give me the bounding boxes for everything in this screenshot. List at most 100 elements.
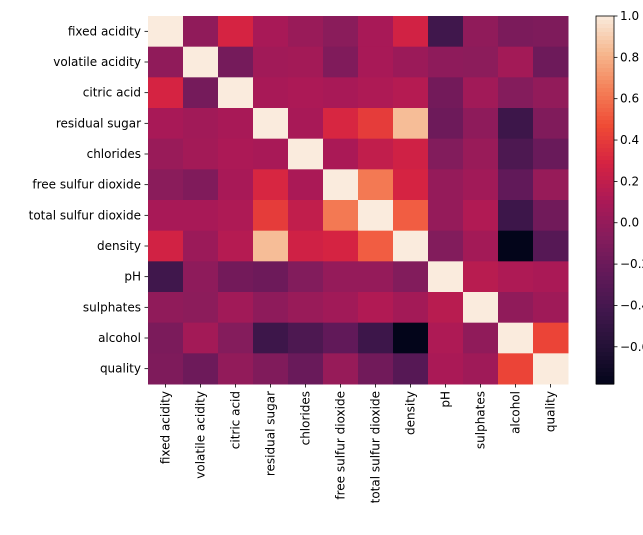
x-tick-label: density xyxy=(404,391,418,435)
colorbar-segment xyxy=(596,88,614,93)
colorbar-segment xyxy=(596,304,614,309)
heatmap-cell-sulphates-fixed-acidity xyxy=(148,292,184,324)
heatmap-cell-citric-acid-citric-acid xyxy=(218,77,254,109)
heatmap-cell-density-volatile-acidity xyxy=(183,230,219,262)
y-tick-label: density xyxy=(97,239,141,253)
heatmap-cell-sulphates-alcohol xyxy=(498,292,534,324)
colorbar-segment xyxy=(596,264,614,269)
heatmap-cell-alcohol-free-sulfur-dioxide xyxy=(323,322,359,354)
heatmap-cell-quality-free-sulfur-dioxide xyxy=(323,353,359,385)
heatmap-cell-total-sulfur-dioxide-quality xyxy=(533,200,569,232)
x-tick-label: volatile acidity xyxy=(194,391,208,479)
heatmap-cell-fixed-acidity-quality xyxy=(533,16,569,48)
colorbar-segment xyxy=(596,76,614,81)
colorbar-segment xyxy=(596,24,614,29)
colorbar-segment xyxy=(596,108,614,113)
heatmap-cell-chlorides-free-sulfur-dioxide xyxy=(323,138,359,170)
x-tick-label: pH xyxy=(439,391,453,408)
heatmap-cell-citric-acid-total-sulfur-dioxide xyxy=(358,77,394,109)
heatmap-cell-density-residual-sugar xyxy=(253,230,289,262)
colorbar-tick-label: −0.4 xyxy=(620,298,643,312)
heatmap-cell-alcohol-chlorides xyxy=(288,322,324,354)
colorbar-segment xyxy=(596,320,614,325)
colorbar-segment xyxy=(596,172,614,177)
heatmap-cell-ph-volatile-acidity xyxy=(183,261,219,293)
heatmap-cell-free-sulfur-dioxide-volatile-acidity xyxy=(183,169,219,201)
y-tick-label: free sulfur dioxide xyxy=(32,178,141,192)
heatmap-cell-residual-sugar-ph xyxy=(428,108,464,140)
x-tick-label: fixed acidity xyxy=(159,391,173,464)
colorbar-segment xyxy=(596,104,614,109)
heatmap-cell-alcohol-ph xyxy=(428,322,464,354)
colorbar-segment xyxy=(596,332,614,337)
colorbar-segment xyxy=(596,176,614,181)
heatmap-cell-fixed-acidity-sulphates xyxy=(463,16,499,48)
heatmap-cell-sulphates-density xyxy=(393,292,429,324)
heatmap-cell-volatile-acidity-residual-sugar xyxy=(253,46,289,78)
y-tick-label: citric acid xyxy=(83,86,141,100)
heatmap-cell-chlorides-quality xyxy=(533,138,569,170)
colorbar-segment xyxy=(596,324,614,329)
heatmap-cell-volatile-acidity-chlorides xyxy=(288,46,324,78)
heatmap-cell-density-total-sulfur-dioxide xyxy=(358,230,394,262)
colorbar-segment xyxy=(596,160,614,165)
heatmap-cell-chlorides-citric-acid xyxy=(218,138,254,170)
heatmap-cell-free-sulfur-dioxide-quality xyxy=(533,169,569,201)
colorbar-segment xyxy=(596,344,614,349)
heatmap-cell-alcohol-quality xyxy=(533,322,569,354)
heatmap-cell-quality-fixed-acidity xyxy=(148,353,184,385)
colorbar-segment xyxy=(596,72,614,77)
heatmap-cell-volatile-acidity-sulphates xyxy=(463,46,499,78)
heatmap-cell-total-sulfur-dioxide-citric-acid xyxy=(218,200,254,232)
y-tick-label: total sulfur dioxide xyxy=(29,208,141,222)
heatmap-cell-fixed-acidity-residual-sugar xyxy=(253,16,289,48)
colorbar-segment xyxy=(596,48,614,53)
colorbar-segment xyxy=(596,36,614,41)
colorbar-segment xyxy=(596,120,614,125)
heatmap-cell-citric-acid-ph xyxy=(428,77,464,109)
colorbar-segment xyxy=(596,300,614,305)
heatmap-cell-chlorides-chlorides xyxy=(288,138,324,170)
colorbar-segment xyxy=(596,336,614,341)
heatmap-cell-free-sulfur-dioxide-fixed-acidity xyxy=(148,169,184,201)
y-tick-label: pH xyxy=(124,270,141,284)
heatmap-cell-ph-chlorides xyxy=(288,261,324,293)
heatmap-cell-alcohol-volatile-acidity xyxy=(183,322,219,354)
heatmap-cell-sulphates-quality xyxy=(533,292,569,324)
colorbar-tick-label: 1.0 xyxy=(620,9,639,23)
y-tick-label: quality xyxy=(100,362,141,376)
heatmap-cell-fixed-acidity-total-sulfur-dioxide xyxy=(358,16,394,48)
colorbar-segment xyxy=(596,192,614,197)
heatmap-cell-chlorides-volatile-acidity xyxy=(183,138,219,170)
colorbar-segment xyxy=(596,164,614,169)
heatmap-cell-quality-residual-sugar xyxy=(253,353,289,385)
colorbar-segment xyxy=(596,92,614,97)
heatmap-cell-quality-density xyxy=(393,353,429,385)
heatmap-cell-ph-residual-sugar xyxy=(253,261,289,293)
heatmap-cell-sulphates-volatile-acidity xyxy=(183,292,219,324)
heatmap-cell-fixed-acidity-alcohol xyxy=(498,16,534,48)
heatmap-cell-volatile-acidity-citric-acid xyxy=(218,46,254,78)
colorbar-segment xyxy=(596,40,614,45)
heatmap-cell-volatile-acidity-alcohol xyxy=(498,46,534,78)
colorbar-segment xyxy=(596,348,614,353)
heatmap-cell-total-sulfur-dioxide-total-sulfur-dioxide xyxy=(358,200,394,232)
colorbar-segment xyxy=(596,248,614,253)
heatmap-cell-volatile-acidity-volatile-acidity xyxy=(183,46,219,78)
colorbar-segment xyxy=(596,216,614,221)
heatmap-cell-chlorides-ph xyxy=(428,138,464,170)
heatmap-cell-residual-sugar-quality xyxy=(533,108,569,140)
heatmap-cell-free-sulfur-dioxide-sulphates xyxy=(463,169,499,201)
heatmap-cell-volatile-acidity-fixed-acidity xyxy=(148,46,184,78)
heatmap-cell-ph-total-sulfur-dioxide xyxy=(358,261,394,293)
heatmap-cell-citric-acid-chlorides xyxy=(288,77,324,109)
heatmap-cell-volatile-acidity-total-sulfur-dioxide xyxy=(358,46,394,78)
colorbar-segment xyxy=(596,196,614,201)
colorbar-segment xyxy=(596,180,614,185)
colorbar-segment xyxy=(596,360,614,365)
heatmap-cell-residual-sugar-residual-sugar xyxy=(253,108,289,140)
heatmap-cell-ph-citric-acid xyxy=(218,261,254,293)
heatmap-cell-ph-ph xyxy=(428,261,464,293)
heatmap-cell-sulphates-sulphates xyxy=(463,292,499,324)
colorbar-segment xyxy=(596,96,614,101)
